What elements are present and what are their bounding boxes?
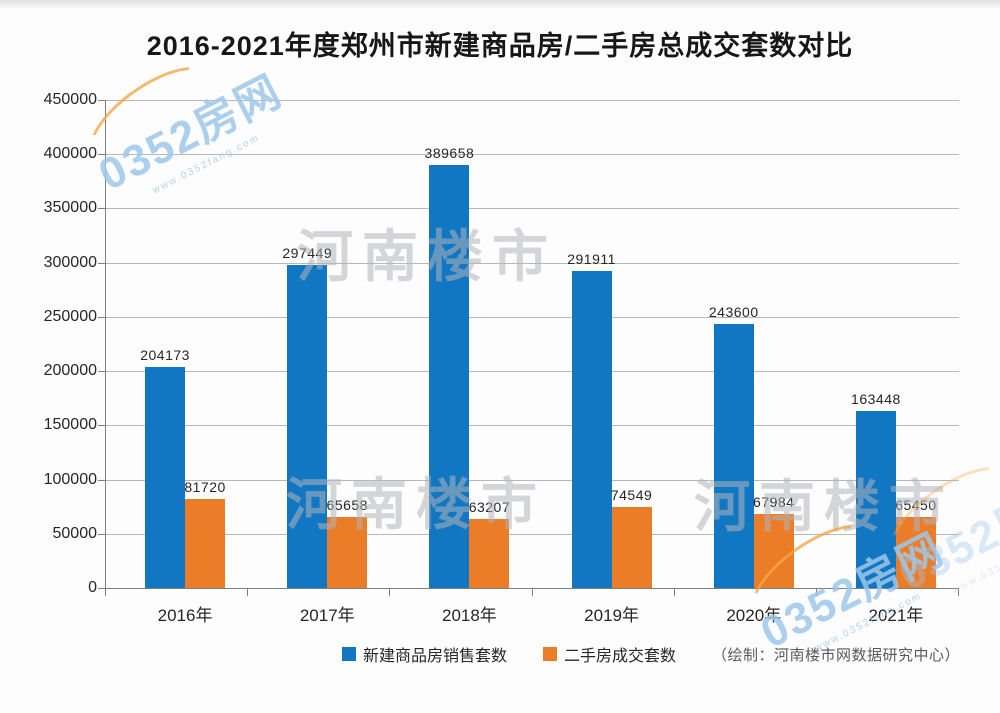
y-axis-tick-label: 0 bbox=[88, 579, 97, 596]
legend: 新建商品房销售套数 二手房成交套数 bbox=[342, 642, 676, 666]
x-axis-tick-label: 2018年 bbox=[441, 606, 497, 625]
y-axis-tick-label: 300000 bbox=[43, 253, 97, 271]
y-axis-tick-label: 150000 bbox=[43, 416, 97, 434]
x-axis-tick bbox=[389, 589, 391, 596]
x-axis-tick-label: 2020年 bbox=[726, 606, 782, 625]
top-edge-shadow bbox=[0, 0, 1000, 8]
y-axis-tick-label: 200000 bbox=[43, 362, 97, 380]
bar-secondhand bbox=[469, 519, 510, 588]
bar-new-homes bbox=[429, 165, 470, 588]
bar-new-homes bbox=[713, 323, 754, 588]
legend-item: 二手房成交套数 bbox=[543, 642, 676, 666]
x-axis-tick-label: 2016年 bbox=[157, 606, 213, 625]
y-axis-tick bbox=[98, 154, 105, 156]
bar-value-label: 297449 bbox=[282, 245, 333, 262]
y-axis-tick bbox=[98, 588, 105, 589]
legend-item: 新建商品房销售套数 bbox=[342, 642, 507, 666]
y-axis-tick bbox=[98, 316, 105, 318]
y-axis-tick-label: 450000 bbox=[43, 91, 97, 108]
y-axis-tick bbox=[98, 533, 105, 535]
gridline bbox=[106, 371, 959, 373]
x-axis-tick bbox=[247, 589, 249, 596]
bar-value-label: 74549 bbox=[610, 487, 653, 504]
chart-title: 2016-2021年度郑州市新建商品房/二手房总成交套数对比 bbox=[146, 31, 854, 61]
bar-new-homes bbox=[571, 271, 612, 588]
bar-secondhand bbox=[611, 507, 652, 588]
bar-secondhand bbox=[185, 499, 226, 588]
x-axis-tick bbox=[531, 589, 533, 596]
bar-value-label: 163448 bbox=[851, 390, 901, 407]
bar-new-homes bbox=[287, 265, 328, 588]
bar-value-label: 65450 bbox=[895, 497, 937, 514]
gridline bbox=[106, 479, 959, 481]
legend-label: 新建商品房销售套数 bbox=[363, 648, 508, 665]
y-axis-tick-label: 50000 bbox=[52, 524, 98, 542]
x-axis-tick-label: 2019年 bbox=[584, 606, 639, 625]
y-axis-tick bbox=[98, 262, 105, 264]
y-axis-tick-label: 250000 bbox=[43, 307, 97, 325]
y-axis-tick-label: 400000 bbox=[43, 145, 97, 163]
gridline bbox=[106, 533, 959, 535]
credit-text: （绘制：河南楼市网数据研究中心） bbox=[711, 647, 960, 664]
x-axis-tick bbox=[815, 589, 817, 596]
x-axis-tick-label: 2021年 bbox=[868, 606, 924, 625]
bar-new-homes bbox=[145, 366, 186, 588]
bar-value-label: 243600 bbox=[708, 303, 759, 320]
y-axis-tick bbox=[98, 208, 105, 210]
gridline bbox=[106, 425, 959, 427]
plot-area bbox=[105, 100, 959, 589]
legend-swatch-icon bbox=[342, 647, 356, 661]
bar-value-label: 204173 bbox=[140, 346, 190, 363]
y-axis-tick-label: 100000 bbox=[43, 470, 97, 488]
bar-value-label: 67984 bbox=[753, 494, 795, 511]
bar-secondhand bbox=[327, 516, 368, 588]
y-axis-tick bbox=[98, 425, 105, 427]
y-axis-tick bbox=[98, 371, 105, 373]
bar-value-label: 389658 bbox=[424, 145, 475, 162]
y-axis-tick-label: 350000 bbox=[43, 199, 97, 217]
bar-new-homes bbox=[855, 410, 896, 588]
legend-label: 二手房成交套数 bbox=[564, 648, 677, 665]
bar-value-label: 291911 bbox=[567, 251, 616, 268]
legend-swatch-icon bbox=[543, 647, 558, 661]
bar-value-label: 63207 bbox=[468, 499, 511, 516]
bar-secondhand bbox=[895, 517, 936, 588]
y-axis-tick bbox=[98, 100, 105, 101]
gridline bbox=[106, 100, 959, 101]
x-axis-tick bbox=[673, 589, 675, 596]
x-axis-tick bbox=[958, 589, 959, 596]
x-axis-tick-label: 2017年 bbox=[299, 606, 355, 625]
gridline bbox=[106, 208, 959, 210]
y-axis-tick bbox=[98, 479, 105, 481]
bar-value-label: 65658 bbox=[326, 496, 368, 513]
gridline bbox=[106, 154, 959, 156]
bar-value-label: 81720 bbox=[184, 479, 226, 496]
gridline bbox=[106, 262, 959, 264]
bar-secondhand bbox=[753, 514, 794, 588]
gridline bbox=[106, 316, 959, 318]
x-axis-tick bbox=[105, 589, 106, 596]
